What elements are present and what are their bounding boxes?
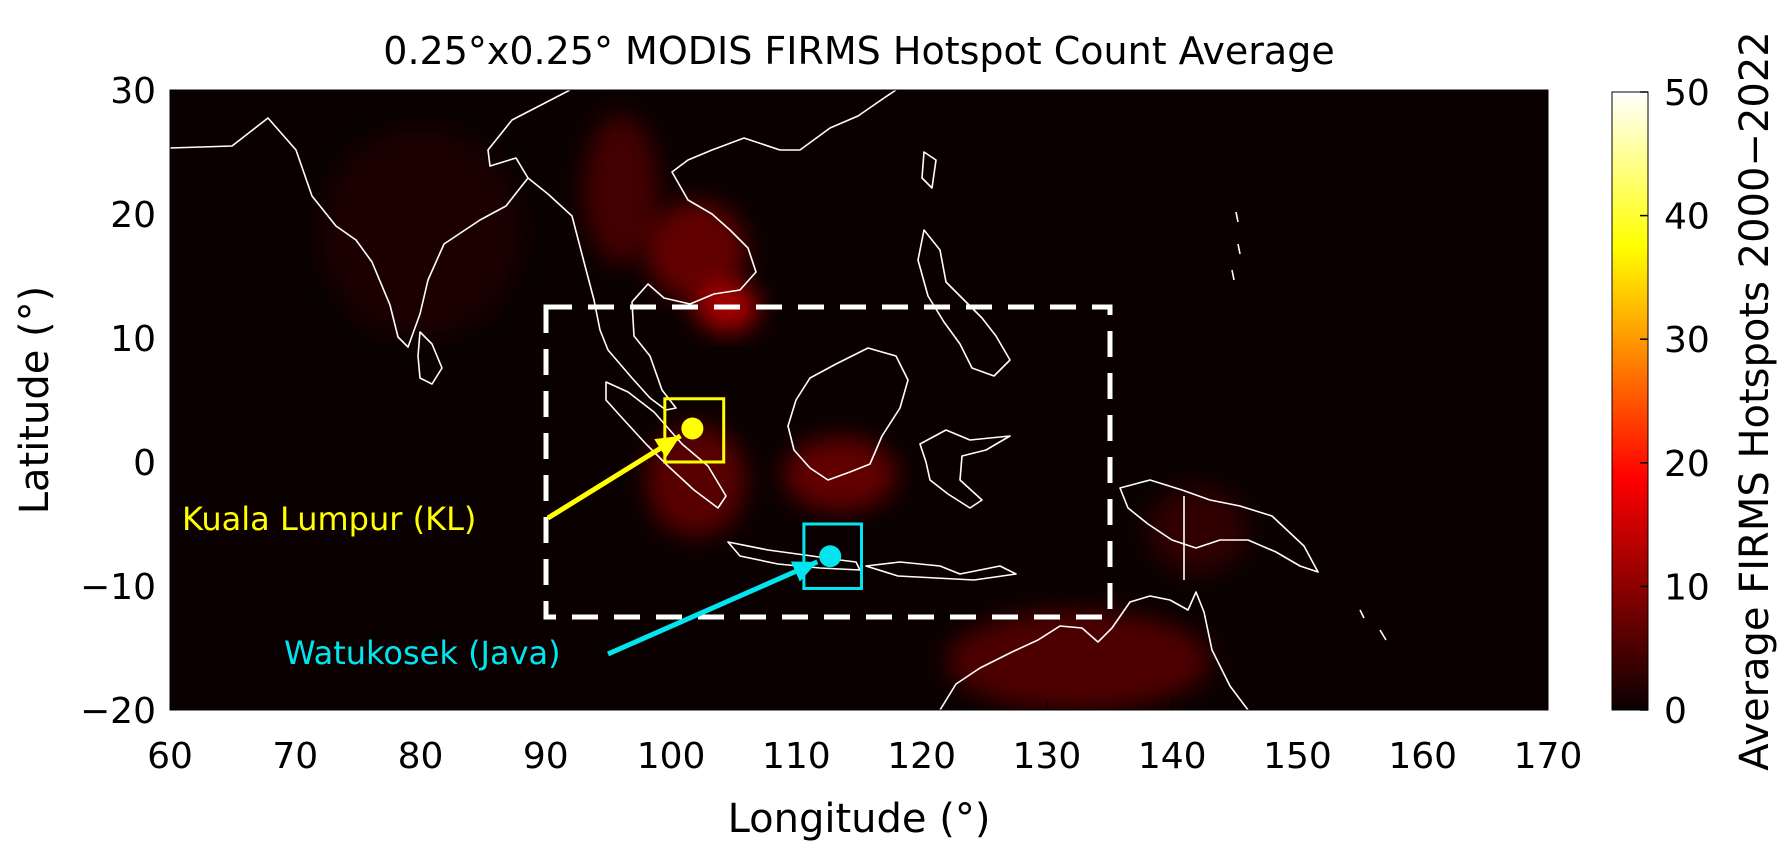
hotspot-region (946, 610, 1210, 710)
coastline-australia (939, 591, 1249, 710)
coastline-myanmar-thailand (527, 90, 897, 411)
x-tick-label: 160 (1388, 736, 1457, 777)
site-label: Watukosek (Java) (284, 634, 561, 672)
hotspot-region (646, 424, 747, 537)
x-tick-label: 100 (637, 736, 706, 777)
coastline-philippines (917, 229, 1011, 377)
coastline-india (170, 90, 571, 348)
y-tick-label: 20 (110, 195, 156, 236)
site-arrow (546, 433, 682, 521)
colorbar-tick-label: 40 (1664, 197, 1710, 238)
site-marker (819, 545, 842, 568)
site-label: Kuala Lumpur (KL) (182, 500, 476, 538)
y-tick-label: −10 (80, 567, 156, 608)
site-marker (681, 417, 704, 440)
site-box (663, 397, 726, 464)
site-arrowhead (790, 561, 818, 582)
x-tick-label: 150 (1263, 736, 1332, 777)
hotspot-region (1147, 486, 1248, 574)
hotspot-region (583, 114, 659, 264)
y-tick-label: 0 (133, 443, 156, 484)
colorbar-ramp (1611, 91, 1649, 711)
colorbar-tick-label: 0 (1664, 691, 1687, 732)
x-tick-label: 90 (523, 736, 569, 777)
study-domain-box (543, 304, 1113, 620)
site-arrow (606, 559, 819, 657)
site-box (802, 522, 864, 590)
site-arrowhead (654, 435, 681, 458)
x-tick-label: 140 (1138, 736, 1207, 777)
site-annotations: Kuala Lumpur (KL) Watukosek (Java) (182, 397, 864, 672)
coastline-islands-pacific (1231, 211, 1387, 641)
coastline-borneo (787, 347, 909, 481)
x-tick-label: 120 (887, 736, 956, 777)
x-axis-label: Longitude (°) (728, 796, 991, 842)
coastline-sumatra (605, 381, 727, 509)
hotspot-layer (320, 114, 1248, 710)
y-tick-label: 30 (110, 71, 156, 112)
x-tick-label: 130 (1013, 736, 1082, 777)
x-tick-label: 60 (147, 736, 193, 777)
plot-frame (169, 89, 1549, 711)
colorbar-label: Average FIRMS Hotspots 2000−2022 (1732, 31, 1778, 770)
y-tick-label: −20 (80, 691, 156, 732)
hotspot-region (320, 127, 521, 338)
x-tick-label: 70 (272, 736, 318, 777)
hotspot-region (783, 437, 897, 512)
y-tick-label: 10 (110, 319, 156, 360)
colorbar-ticks: 50 40 30 20 10 0 (1640, 73, 1710, 732)
chart-title: 0.25°x0.25° MODIS FIRMS Hotspot Count Av… (383, 29, 1334, 73)
coastlines (170, 90, 1387, 710)
x-tick-label: 170 (1514, 736, 1583, 777)
coastline-new-guinea (1119, 479, 1319, 573)
x-tick-label: 110 (762, 736, 831, 777)
colorbar-tick-label: 20 (1664, 444, 1710, 485)
y-axis-label: Latitude (°) (12, 286, 58, 515)
colorbar-tick-label: 30 (1664, 320, 1710, 361)
hotspot-region (646, 201, 747, 301)
coastline-lesser-sunda (865, 561, 1017, 581)
colorbar: 50 40 30 20 10 0 Average FIRMS Hotspots 2000−… (1611, 31, 1778, 771)
coastline-taiwan (921, 151, 937, 189)
colorbar-tick-label: 10 (1664, 567, 1710, 608)
coastline-sulawesi (919, 429, 1011, 509)
coastline-java (727, 541, 861, 571)
coastline-sri-lanka (417, 331, 443, 385)
x-axis: 60 70 80 90 100 110 120 130 140 150 160 170 (147, 700, 1582, 777)
x-tick-label: 80 (398, 736, 444, 777)
colorbar-tick-label: 50 (1664, 73, 1710, 114)
plot-area (170, 90, 1548, 710)
y-axis: 30 20 10 0 −10 −20 (80, 71, 180, 732)
